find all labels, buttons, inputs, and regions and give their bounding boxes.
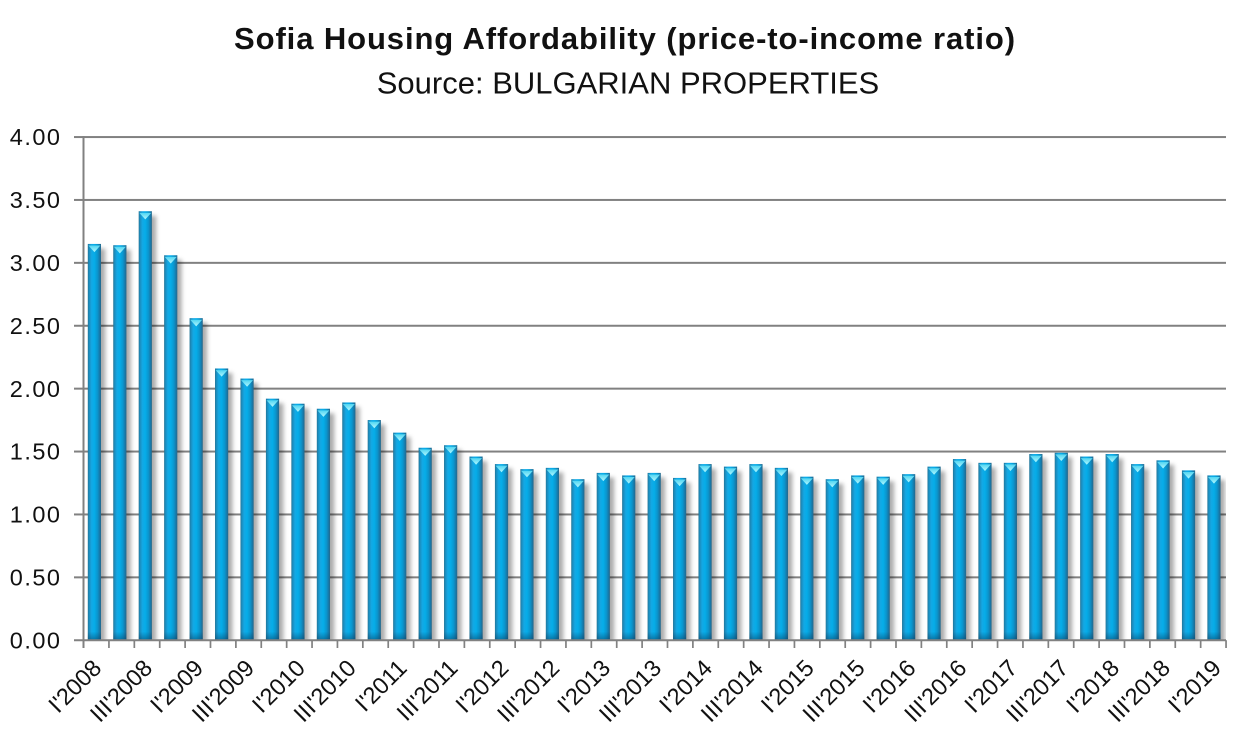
svg-text:3.00: 3.00 <box>10 250 62 276</box>
svg-text:0.50: 0.50 <box>10 565 62 591</box>
svg-text:2.50: 2.50 <box>10 313 62 339</box>
svg-text:2.00: 2.00 <box>10 376 62 402</box>
svg-text:3.50: 3.50 <box>10 187 62 213</box>
svg-text:1.00: 1.00 <box>10 502 62 528</box>
svg-text:1.50: 1.50 <box>10 439 62 465</box>
svg-text:Sofia Housing Affordability (p: Sofia Housing Affordability (price-to-in… <box>234 21 1016 56</box>
svg-text:0.00: 0.00 <box>10 627 62 653</box>
svg-text:Source: BULGARIAN PROPERTIES: Source: BULGARIAN PROPERTIES <box>377 65 879 100</box>
svg-text:4.00: 4.00 <box>10 124 62 150</box>
